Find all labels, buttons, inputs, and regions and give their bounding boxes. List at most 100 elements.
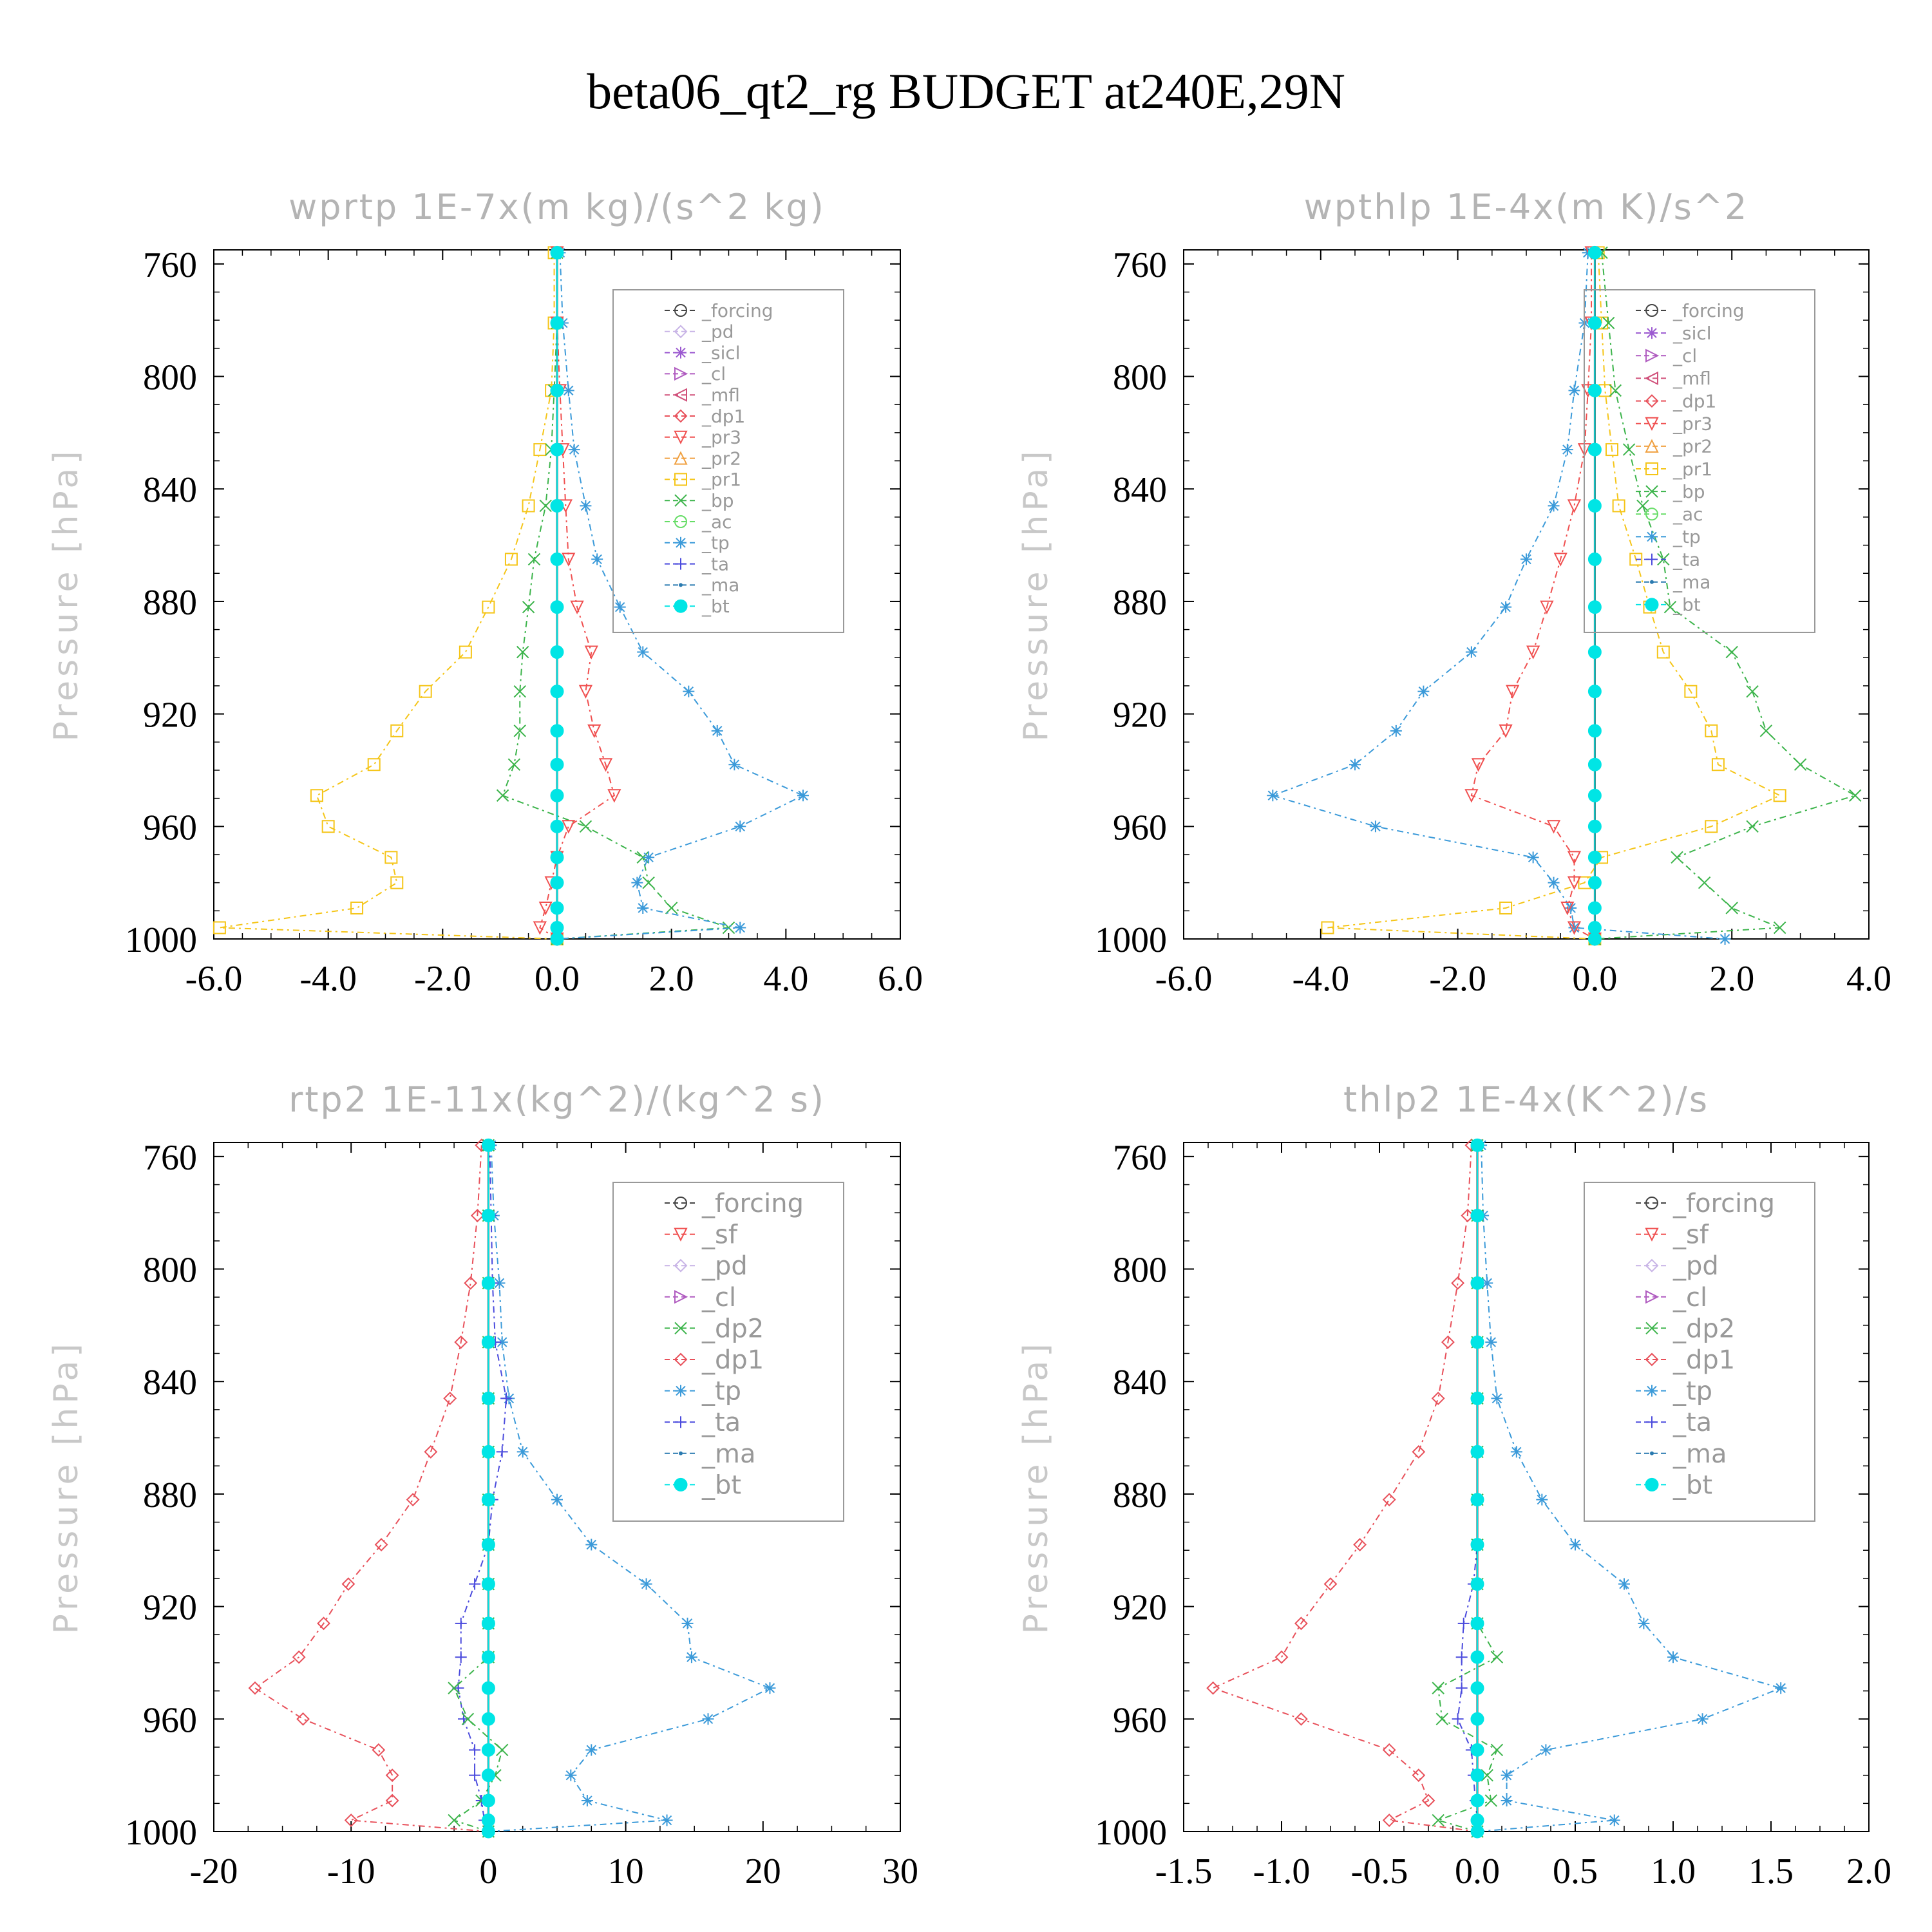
- data-point: [1560, 901, 1575, 916]
- plot-frame: [1183, 249, 1870, 940]
- data-point: [419, 685, 432, 698]
- data-point: [482, 600, 495, 614]
- data-point: [248, 1681, 262, 1695]
- x-tick-label: 4.0: [1846, 959, 1891, 999]
- data-point: [481, 1824, 495, 1839]
- data-point: [481, 1743, 495, 1757]
- data-point: [1618, 1578, 1630, 1590]
- data-point: [481, 1794, 495, 1808]
- series-line: [1595, 252, 1857, 940]
- data-point: [562, 384, 574, 397]
- data-point: [367, 758, 381, 772]
- legend: _forcing_pd_sicl_cl_mfl_dp1_pr3_pr2_pr1_…: [612, 289, 844, 633]
- data-point: [481, 1493, 495, 1507]
- y-tick-label: 800: [143, 358, 197, 398]
- data-point: [1775, 1682, 1787, 1694]
- legend-marker: [674, 1258, 688, 1273]
- data-point: [1719, 933, 1731, 945]
- legend: _forcing_sicl_cl_mfl_dp1_pr3_pr2_pr1_bp_…: [1584, 289, 1815, 633]
- legend-marker: [674, 1352, 688, 1367]
- legend-marker: [674, 599, 688, 613]
- data-point: [1527, 851, 1539, 864]
- legend-marker: [674, 494, 687, 507]
- legend-label: _mfl: [1672, 368, 1711, 389]
- legend-marker: [679, 583, 683, 587]
- series-line: [1477, 1145, 1783, 1832]
- data-point: [1609, 384, 1622, 397]
- data-point: [1412, 1768, 1426, 1783]
- data-point: [1490, 1743, 1504, 1757]
- legend-marker: [1645, 485, 1658, 498]
- legend-label: _mfl: [701, 384, 740, 406]
- data-point: [1510, 1446, 1522, 1458]
- y-tick-label: 880: [143, 1475, 197, 1515]
- legend-label: _ma: [701, 1439, 755, 1469]
- data-point: [1499, 724, 1513, 739]
- data-point: [1667, 1651, 1679, 1663]
- data-point: [1587, 245, 1602, 260]
- data-point: [1520, 553, 1532, 565]
- legend-label: _sf: [1672, 1220, 1709, 1250]
- legend-label: _dp1: [701, 406, 745, 427]
- series-line: [539, 252, 615, 940]
- data-point: [764, 1682, 776, 1694]
- data-point: [734, 922, 746, 934]
- series_bp: [496, 246, 735, 945]
- legend-marker: [674, 451, 688, 465]
- series-line: [1211, 1145, 1478, 1832]
- data-point: [1421, 1794, 1435, 1808]
- data-point: [1656, 645, 1670, 659]
- data-point: [1773, 789, 1786, 802]
- x-tick-label: -4.0: [1292, 959, 1349, 999]
- data-point: [1608, 1814, 1620, 1826]
- data-point: [637, 902, 649, 914]
- legend-label: _tp: [1672, 1377, 1712, 1406]
- data-point: [1696, 1713, 1709, 1725]
- legend-marker: [674, 325, 688, 339]
- data-point: [469, 1744, 481, 1756]
- series_dp1: [1206, 1138, 1484, 1839]
- data-point: [1587, 498, 1602, 513]
- data-point: [496, 789, 509, 802]
- panel-4: thlp2 1E-4x(K^2)/s Pressure [hPa] -1.5 -1.0…: [1017, 1079, 1891, 1891]
- data-point: [562, 553, 576, 567]
- legend-marker: [674, 1290, 688, 1304]
- data-point: [481, 1616, 495, 1631]
- data-point: [1711, 758, 1725, 772]
- legend-label: _pr1: [1672, 459, 1712, 480]
- data-point: [1663, 600, 1677, 614]
- series_pr3: [533, 246, 621, 947]
- y-tick-label: 960: [143, 1700, 197, 1740]
- x-tick-label: 10: [608, 1852, 644, 1891]
- data-point: [681, 1617, 694, 1629]
- legend-marker: [675, 346, 687, 359]
- data-point: [1484, 1794, 1497, 1807]
- panel-1: wprtp 1E-7x(m kg)/(s^2 kg) Pressure [hPa]…: [47, 187, 923, 999]
- y-tick-label: 880: [143, 583, 197, 623]
- legend-marker: [674, 304, 687, 317]
- data-point: [1382, 1493, 1396, 1507]
- data-point: [372, 1743, 386, 1757]
- data-point: [1567, 921, 1582, 935]
- data-point: [551, 1493, 563, 1506]
- data-point: [722, 921, 735, 934]
- data-point: [1540, 600, 1554, 614]
- legend-label: _dp1: [701, 1345, 764, 1375]
- legend-label: _ta: [1672, 1408, 1712, 1437]
- legend-marker: [1645, 507, 1658, 521]
- series_dp2: [1432, 1139, 1504, 1838]
- series_bt: [550, 245, 564, 946]
- data-point: [390, 724, 404, 737]
- data-point: [1567, 851, 1582, 865]
- data-point: [1432, 1681, 1444, 1694]
- legend-label: _cl: [1672, 1283, 1707, 1312]
- data-point: [1470, 1444, 1484, 1459]
- series_pr1: [213, 246, 564, 945]
- legend-marker: [1645, 1321, 1658, 1335]
- series_pr1: [1321, 246, 1786, 945]
- data-point: [1746, 685, 1759, 698]
- data-point: [1567, 876, 1582, 890]
- x-tick-label: -10: [327, 1852, 375, 1891]
- legend-label: _pr2: [701, 448, 741, 469]
- data-point: [1587, 442, 1602, 457]
